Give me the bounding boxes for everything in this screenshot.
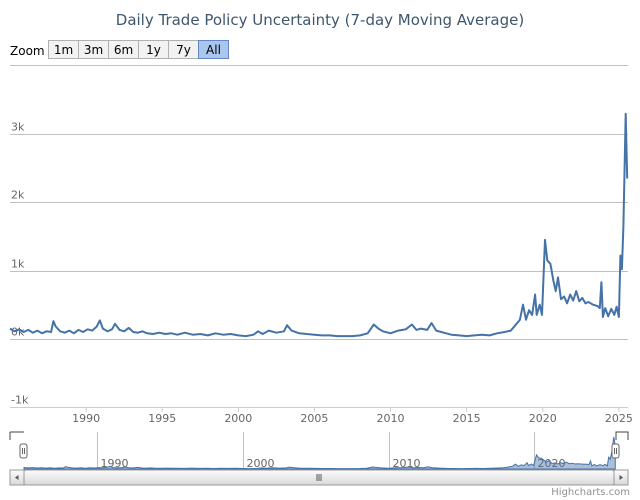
y-tick-label: 1k (11, 258, 25, 271)
grip-icon (316, 474, 322, 481)
zoom-button-label: 1m (54, 43, 73, 57)
handle-grip-icon (614, 448, 617, 454)
y-axis-labels: -1k 0k 1k 2k 3k (11, 121, 29, 407)
zoom-button-label: 3m (84, 43, 103, 57)
y-grid (10, 65, 628, 340)
x-tick-label: 2005 (300, 412, 328, 425)
zoom-button-label: 6m (114, 43, 133, 57)
navigator-series-area (23, 436, 616, 470)
zoom-button-3m[interactable]: 3m (78, 40, 109, 59)
zoom-button-6m[interactable]: 6m (108, 40, 139, 59)
y-tick-label: 2k (11, 189, 25, 202)
navigator-tick-label: 2000 (247, 457, 275, 470)
x-tick-label: 2000 (224, 412, 252, 425)
x-tick-label: 2020 (529, 412, 557, 425)
x-tick-label: 2025 (605, 412, 633, 425)
plot-area (9, 112, 629, 338)
y-tick-label: 0k (11, 326, 25, 339)
x-tick-label: 1995 (148, 412, 176, 425)
zoom-button-7y[interactable]: 7y (168, 40, 199, 59)
x-tick-label: 2015 (453, 412, 481, 425)
navigator[interactable]: 1990200020102020 (9, 431, 629, 470)
credits-link[interactable]: Highcharts.com (551, 487, 630, 498)
navigator-right-handle[interactable] (611, 443, 620, 459)
navigator-tick-label: 2010 (393, 457, 421, 470)
navigator-right-bracket (615, 431, 629, 440)
zoom-button-bg (198, 40, 229, 59)
zoom-button-label: 1y (146, 43, 161, 57)
arrow-left-icon (15, 475, 19, 480)
series-line (9, 112, 629, 338)
zoom-button-label: 7y (176, 43, 191, 57)
zoom-button-label: All (206, 43, 221, 57)
scrollbar[interactable] (9, 469, 629, 486)
chart-title: Daily Trade Policy Uncertainty (7-day Mo… (116, 11, 524, 29)
zoom-button-All[interactable]: All (198, 40, 229, 59)
x-tick-label: 1990 (72, 412, 100, 425)
zoom-button-1m[interactable]: 1m (48, 40, 79, 59)
navigator-left-bracket (9, 431, 24, 440)
y-tick-label: -1k (11, 394, 29, 407)
y-tick-label: 3k (11, 121, 25, 134)
x-axis-labels: 1990 1995 2000 2005 2010 2015 2020 2025 (72, 407, 633, 425)
arrow-right-icon (619, 475, 623, 480)
x-tick-label: 2010 (377, 412, 405, 425)
range-selector: Zoom 1m 3m 6m 1y 7y All (10, 40, 229, 59)
zoom-label: Zoom (10, 44, 45, 58)
handle-grip-icon (22, 448, 25, 454)
navigator-left-handle[interactable] (19, 443, 28, 459)
zoom-button-1y[interactable]: 1y (138, 40, 169, 59)
